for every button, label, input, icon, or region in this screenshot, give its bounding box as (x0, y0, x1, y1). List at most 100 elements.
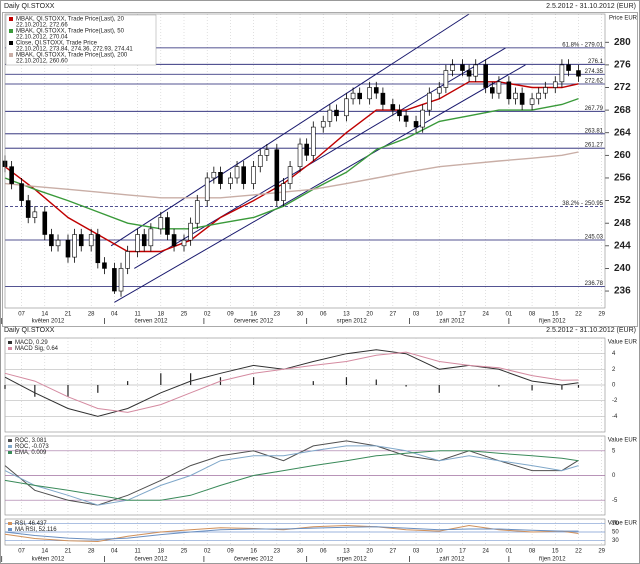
candle-body (519, 92, 525, 105)
x-tick-label: 02 (204, 549, 211, 555)
candle-body (552, 81, 558, 88)
x-tick-label: 07 (18, 549, 25, 555)
candle-body (141, 234, 147, 247)
x-tick-label: 23 (273, 549, 280, 555)
candle-body (536, 92, 542, 100)
legend-swatch (8, 528, 12, 531)
y-tick-label: 256 (614, 173, 631, 184)
candle-body (102, 262, 107, 269)
x-tick-label: 25 (181, 549, 188, 555)
legend-label: MACD, 0.29 (15, 340, 48, 346)
histogram-bar (312, 381, 314, 385)
legend-label: ROC, -0.073 (15, 444, 49, 450)
candle-body (287, 166, 293, 184)
indicator-line (4, 349, 579, 417)
y-tick-label: -5 (612, 498, 618, 504)
x-tick-label: 03 (413, 312, 420, 318)
y-tick-label: 5 (612, 448, 616, 454)
candle-body (204, 177, 210, 201)
legend-detail: 22.10.2012, 270.04 (16, 35, 68, 41)
legend-label: MBAK, QI.STOXX, Trade Price(Last), 200 (16, 53, 128, 59)
x-tick-label: 07 (18, 312, 25, 318)
level-label: 272.62 (585, 79, 604, 85)
level-label: 267.79 (585, 106, 604, 112)
y-tick-label: 276 (614, 60, 631, 71)
x-tick-label: 22 (575, 549, 582, 555)
level-label: 274.35 (585, 69, 604, 75)
y-tick-label: 280 (614, 37, 631, 48)
level-label: 245.03 (585, 235, 604, 241)
candle-body (543, 87, 548, 94)
x-tick-label: 29 (598, 549, 605, 555)
candle-body (380, 92, 386, 105)
candle-body (241, 166, 246, 184)
y-tick-label: 0 (612, 383, 616, 389)
y-tick-label: 4 (612, 351, 616, 357)
histogram-bar (438, 385, 440, 393)
level-label: 236.78 (585, 281, 604, 287)
y-tick-label: 264 (614, 127, 631, 138)
legend-label: MACD Sig, 0.64 (15, 346, 59, 352)
candle-body (165, 217, 170, 235)
y-tick-label: 252 (614, 195, 631, 206)
candle-body (297, 143, 303, 167)
indicator-line (4, 450, 579, 501)
moving-average (4, 81, 579, 253)
candle-body (274, 149, 280, 201)
y-tick-label: 30 (612, 538, 619, 544)
candle-body (88, 234, 94, 247)
candle-body (390, 104, 396, 111)
histogram-bar (375, 379, 377, 385)
candle-body (95, 234, 101, 264)
legend-label: ROC, 3.081 (15, 438, 47, 444)
candle-body (566, 64, 571, 71)
legend-detail: 22.10.2012, 273.84, 274.36, 272.93, 274.… (16, 47, 133, 53)
x-tick-label: 16 (250, 312, 257, 318)
candle-body (148, 228, 154, 247)
y-tick-label: 240 (614, 263, 631, 274)
candle-body (559, 64, 565, 83)
legend-swatch (9, 41, 13, 45)
level-label: 38.2% - 250.95 (562, 201, 603, 207)
main-panel-frame (2, 12, 638, 327)
histogram-bar (127, 381, 129, 385)
candle-body (327, 109, 333, 122)
x-tick-label: 20 (366, 549, 373, 555)
candle-body (367, 87, 372, 100)
candle-body (334, 109, 339, 117)
x-tick-label: 14 (41, 312, 48, 318)
candle-body (310, 126, 316, 156)
candle-body (320, 121, 326, 128)
legend-box (5, 14, 157, 66)
candle-body (483, 64, 488, 88)
month-label: srpen 2012 (337, 557, 368, 563)
candle-body (427, 92, 432, 111)
y-tick-label: 272 (614, 82, 631, 93)
candle-body (211, 172, 217, 179)
x-tick-label: 17 (459, 312, 466, 318)
candle-body (513, 92, 518, 100)
candle-body (218, 172, 223, 184)
x-tick-label: 15 (552, 549, 559, 555)
histogram-bar (160, 373, 162, 385)
x-tick-label: 08 (529, 549, 536, 555)
histogram-bar (34, 385, 36, 397)
candle-body (403, 115, 409, 122)
y-tick-label: 244 (614, 240, 631, 251)
indicator-line (4, 445, 579, 506)
month-label: červen 2012 (134, 319, 168, 325)
legend-swatch (8, 522, 12, 525)
candle-body (529, 98, 535, 105)
candle-body (181, 239, 187, 247)
candle-body (473, 64, 479, 77)
legend-swatch (9, 17, 13, 21)
candle-body (19, 183, 24, 201)
x-tick-label: 21 (65, 312, 72, 318)
x-tick-label: 16 (250, 549, 257, 555)
chart-title: Daily QI.STOXX (4, 3, 55, 10)
candle-body (55, 239, 61, 247)
candle-body (125, 251, 130, 269)
x-tick-label: 06 (320, 549, 327, 555)
month-label: červenec 2012 (234, 557, 274, 563)
x-tick-label: 09 (227, 549, 234, 555)
